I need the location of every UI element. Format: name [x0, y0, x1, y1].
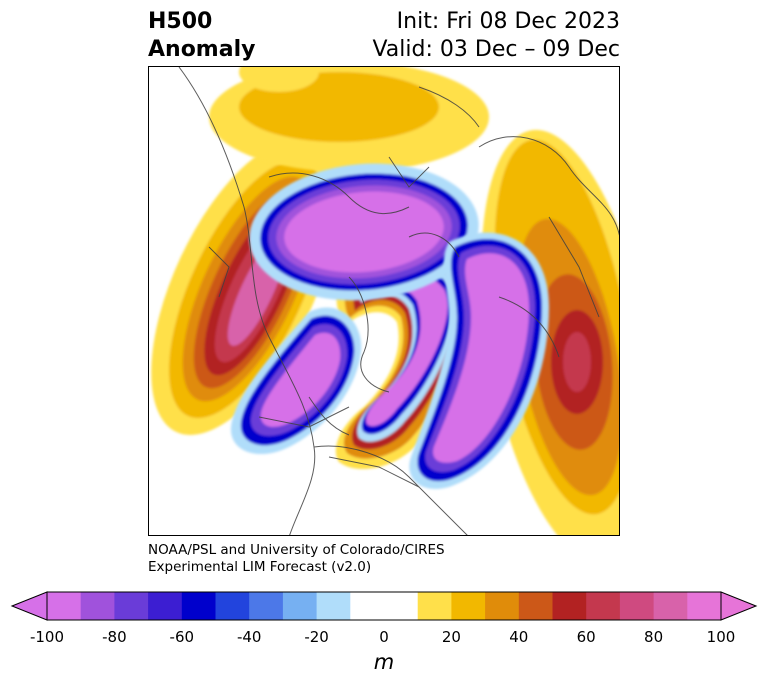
title-line-1: H500 — [148, 9, 213, 34]
colorbar-segment — [80, 592, 115, 620]
coastlines — [178, 67, 619, 535]
colorbar-segment — [451, 592, 486, 620]
credit-text: NOAA/PSL and University of Colorado/CIRE… — [148, 542, 445, 576]
colorbar-outline — [46, 591, 722, 621]
colorbar-segment — [215, 592, 250, 620]
colorbar-segment — [586, 592, 621, 620]
colorbar-tick-label: -40 — [236, 628, 262, 646]
colorbar-tick-label: 60 — [576, 628, 596, 646]
colorbar-tick-label: -20 — [304, 628, 329, 646]
colorbar-segment — [552, 592, 587, 620]
colorbar-segment — [653, 592, 688, 620]
init-date: Init: Fri 08 Dec 2023 — [396, 9, 620, 34]
colorbar-tick-label: 40 — [509, 628, 529, 646]
colorbar-tick-label: 80 — [644, 628, 664, 646]
northern-ridge — [209, 67, 489, 172]
arctic-ridge — [335, 238, 480, 470]
colorbar-segment — [181, 592, 216, 620]
colorbar-tick-label: 100 — [706, 628, 736, 646]
colorbar-segment — [282, 592, 318, 620]
colorbar-segment — [148, 592, 183, 620]
colorbar-tick-label: -60 — [169, 628, 195, 646]
forecast-dates: Init: Fri 08 Dec 2023 Valid: 03 Dec – 09… — [372, 8, 620, 64]
european-ridge — [481, 129, 619, 535]
colorbar-segment — [687, 592, 722, 620]
colorbar-segment — [350, 592, 385, 620]
map-panel — [148, 66, 620, 536]
colorbar-segment — [417, 592, 452, 620]
colorbar-segment — [47, 592, 82, 620]
asian-trough — [409, 232, 549, 489]
credit-line-2: Experimental LIM Forecast (v2.0) — [148, 559, 372, 575]
colorbar-tick-label: -100 — [29, 628, 65, 646]
colorbar-segment — [518, 592, 553, 620]
colorbar-segment — [316, 592, 351, 620]
colorbar-right-arrow — [720, 591, 758, 621]
credit-line-1: NOAA/PSL and University of Colorado/CIRE… — [148, 542, 445, 558]
colorbar-tick-label: 20 — [441, 628, 461, 646]
colorbar-unit: m — [373, 650, 395, 674]
colorbar-segment — [384, 592, 419, 620]
colorbar-segments — [47, 592, 722, 620]
anomaly-map — [151, 67, 619, 535]
chart-title: H500 Anomaly — [148, 8, 255, 64]
title-line-2: Anomaly — [148, 37, 256, 62]
colorbar — [10, 591, 758, 621]
colorbar-segment — [114, 592, 149, 620]
colorbar-tick-label: 0 — [379, 628, 389, 646]
polar-trough — [249, 163, 479, 301]
valid-dates: Valid: 03 Dec – 09 Dec — [372, 37, 620, 62]
colorbar-segment — [619, 592, 655, 620]
colorbar-segment — [249, 592, 284, 620]
colorbar-segment — [485, 592, 520, 620]
colorbar-left-arrow — [10, 591, 48, 621]
colorbar-tick-label: -80 — [102, 628, 127, 646]
